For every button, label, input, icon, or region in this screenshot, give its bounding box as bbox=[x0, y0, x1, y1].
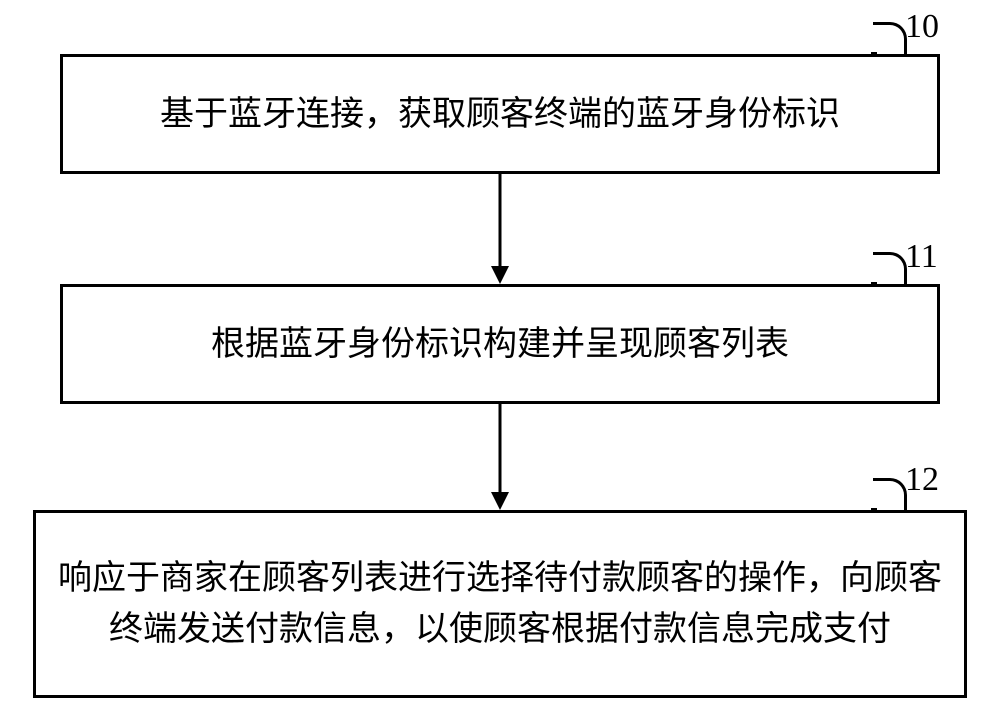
diagram-canvas: 基于蓝牙连接，获取顾客终端的蓝牙身份标识根据蓝牙身份标识构建并呈现顾客列表响应于… bbox=[0, 0, 1000, 726]
flow-arrow bbox=[0, 0, 1000, 726]
